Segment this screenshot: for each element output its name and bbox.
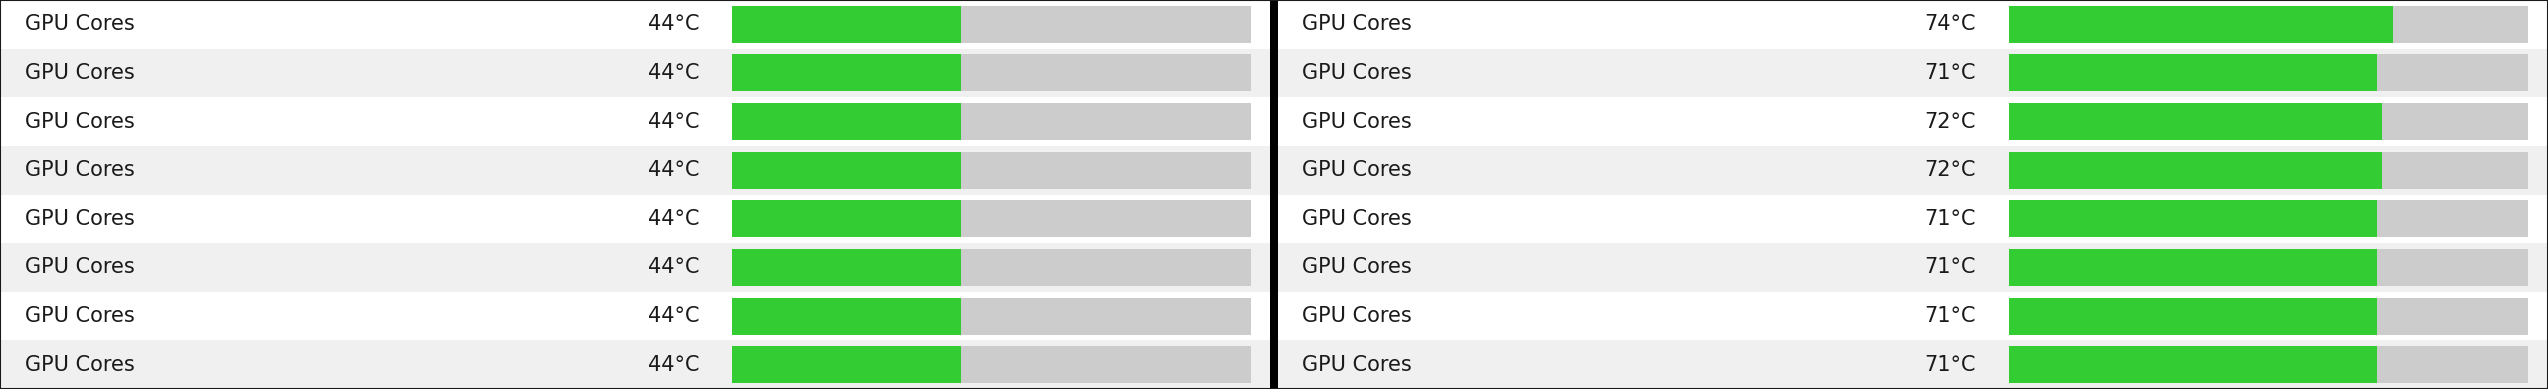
Bar (1269, 0, 1277, 389)
Bar (731, 200, 1251, 237)
Text: 71°C: 71°C (1924, 306, 1975, 326)
Bar (1277, 146, 2548, 194)
Bar (731, 103, 961, 140)
Text: GPU Cores: GPU Cores (25, 355, 135, 375)
Text: GPU Cores: GPU Cores (25, 209, 135, 229)
Bar (2008, 152, 2382, 189)
Bar (731, 6, 961, 43)
Bar (731, 346, 961, 383)
Text: GPU Cores: GPU Cores (1302, 355, 1412, 375)
Bar (2008, 249, 2377, 286)
Bar (2008, 346, 2528, 383)
Text: GPU Cores: GPU Cores (1302, 63, 1412, 83)
Bar (731, 152, 961, 189)
Text: 74°C: 74°C (1924, 14, 1975, 34)
Text: 71°C: 71°C (1924, 63, 1975, 83)
Text: 72°C: 72°C (1924, 112, 1975, 131)
Bar (1277, 292, 2548, 340)
Text: 71°C: 71°C (1924, 355, 1975, 375)
Bar (0, 340, 1271, 389)
Bar (2008, 6, 2528, 43)
Bar (731, 103, 1251, 140)
Bar (1277, 340, 2548, 389)
Text: 44°C: 44°C (647, 63, 698, 83)
Text: 44°C: 44°C (647, 355, 698, 375)
Bar (0, 146, 1271, 194)
Text: 44°C: 44°C (647, 112, 698, 131)
Bar (731, 298, 1251, 335)
Bar (2008, 54, 2377, 91)
Bar (1277, 243, 2548, 292)
Bar (1277, 194, 2548, 243)
Text: GPU Cores: GPU Cores (25, 14, 135, 34)
Text: GPU Cores: GPU Cores (25, 306, 135, 326)
Text: 44°C: 44°C (647, 160, 698, 180)
Bar (731, 54, 1251, 91)
Bar (731, 6, 1251, 43)
Bar (731, 249, 1251, 286)
Bar (1277, 0, 2548, 49)
Bar (0, 243, 1271, 292)
Bar (2008, 103, 2382, 140)
Bar (0, 49, 1271, 97)
Text: 71°C: 71°C (1924, 209, 1975, 229)
Bar (0, 194, 1271, 243)
Bar (731, 200, 961, 237)
Bar (2008, 200, 2377, 237)
Text: GPU Cores: GPU Cores (1302, 112, 1412, 131)
Bar (2008, 298, 2528, 335)
Bar (731, 249, 961, 286)
Bar (1277, 49, 2548, 97)
Bar (2008, 6, 2393, 43)
Bar (2008, 298, 2377, 335)
Bar (0, 97, 1271, 146)
Bar (2008, 103, 2528, 140)
Text: GPU Cores: GPU Cores (25, 258, 135, 277)
Text: 44°C: 44°C (647, 14, 698, 34)
Text: GPU Cores: GPU Cores (1302, 258, 1412, 277)
Text: GPU Cores: GPU Cores (1302, 160, 1412, 180)
Text: 44°C: 44°C (647, 306, 698, 326)
Bar (731, 346, 1251, 383)
Text: GPU Cores: GPU Cores (25, 160, 135, 180)
Bar (2008, 54, 2528, 91)
Text: 71°C: 71°C (1924, 258, 1975, 277)
Bar (2008, 249, 2528, 286)
Bar (2008, 200, 2528, 237)
Text: 44°C: 44°C (647, 258, 698, 277)
Text: GPU Cores: GPU Cores (1302, 209, 1412, 229)
Bar (2008, 346, 2377, 383)
Text: 72°C: 72°C (1924, 160, 1975, 180)
Text: GPU Cores: GPU Cores (25, 63, 135, 83)
Text: GPU Cores: GPU Cores (1302, 14, 1412, 34)
Bar (0, 292, 1271, 340)
Bar (0, 0, 1271, 49)
Text: 44°C: 44°C (647, 209, 698, 229)
Text: GPU Cores: GPU Cores (25, 112, 135, 131)
Bar (2008, 152, 2528, 189)
Bar (731, 152, 1251, 189)
Bar (731, 54, 961, 91)
Bar (1277, 97, 2548, 146)
Bar (731, 298, 961, 335)
Text: GPU Cores: GPU Cores (1302, 306, 1412, 326)
